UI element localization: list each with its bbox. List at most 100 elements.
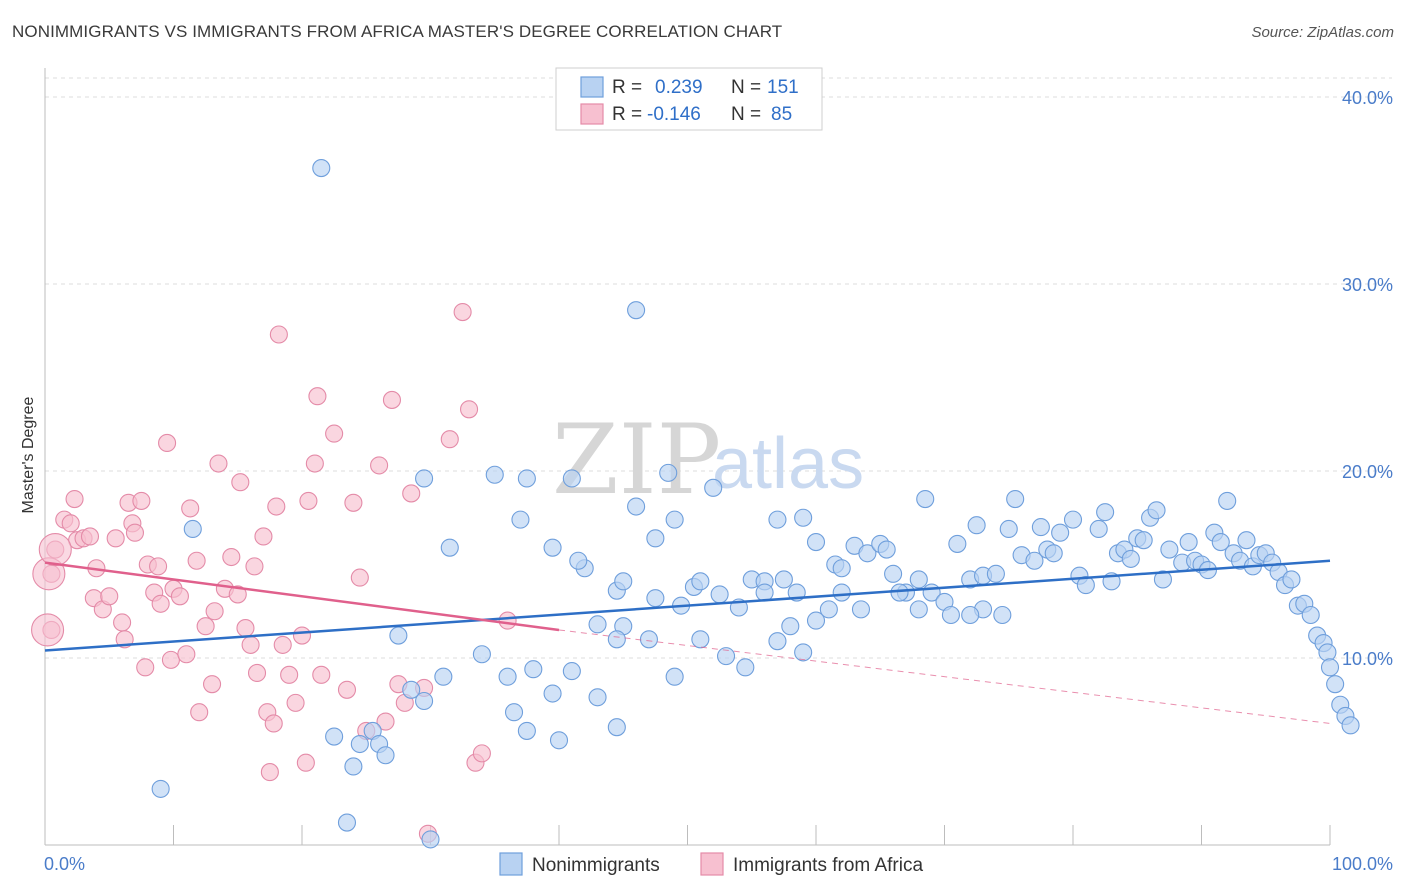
data-point: [562, 662, 581, 681]
data-point: [325, 727, 344, 746]
data-point: [312, 665, 331, 684]
data-point: [305, 454, 324, 473]
data-point: [80, 527, 100, 546]
data-point-large: [31, 613, 65, 647]
data-point: [736, 658, 755, 677]
data-point: [472, 645, 491, 664]
data-point: [1211, 533, 1230, 552]
data-point: [1320, 658, 1340, 677]
data-point: [524, 660, 543, 679]
data-point: [716, 647, 736, 666]
data-point: [264, 714, 283, 733]
data-point: [149, 557, 168, 576]
data-point: [549, 731, 569, 750]
y-tick-label: 30.0%: [1342, 275, 1393, 295]
data-point: [1044, 544, 1063, 563]
data-point: [806, 533, 826, 552]
trend-line-pink: [44, 561, 560, 632]
page-title: NONIMMIGRANTS VS IMMIGRANTS FROM AFRICA …: [12, 22, 783, 41]
data-point: [344, 493, 363, 512]
data-point: [646, 529, 665, 548]
data-point: [1341, 716, 1360, 735]
data-point: [498, 667, 517, 686]
axes: [44, 68, 1331, 846]
data-point: [569, 551, 588, 570]
y-axis-label: Master's Degree: [20, 396, 37, 513]
data-point: [190, 703, 209, 722]
data-point: [511, 510, 530, 529]
data-point: [231, 473, 250, 492]
data-point: [909, 570, 928, 589]
legend-swatch-immigrants-from-africa: [700, 852, 724, 876]
data-point: [325, 424, 344, 443]
data-point: [344, 757, 363, 776]
data-point: [65, 489, 84, 509]
data-point: [485, 465, 504, 484]
data-point: [440, 430, 459, 449]
data-point: [260, 763, 279, 782]
trend-line-extension-pink: [558, 629, 1331, 724]
data-point: [267, 497, 286, 516]
data-point: [1301, 605, 1320, 625]
x-tick-label: 0.0%: [44, 854, 85, 874]
data-point: [125, 523, 144, 542]
data-point: [819, 600, 838, 619]
data-point: [916, 489, 935, 509]
data-point: [659, 463, 678, 482]
data-point: [794, 508, 813, 527]
data-point: [269, 325, 288, 344]
data-point: [1006, 489, 1025, 509]
data-point: [1031, 518, 1050, 537]
data-point: [1326, 675, 1345, 694]
data-point: [254, 527, 273, 546]
data-point: [890, 583, 909, 602]
legend-r-label-blue: R =: [612, 77, 642, 98]
data-point: [941, 605, 960, 625]
data-point: [832, 583, 851, 602]
data-point: [453, 302, 472, 322]
data-point: [1025, 551, 1044, 570]
legend-swatch-blue: [580, 76, 604, 98]
legend-r-value-pink: -0.146: [647, 104, 701, 125]
data-point: [1179, 533, 1198, 552]
data-point: [504, 703, 524, 722]
data-point: [440, 538, 459, 557]
data-point: [187, 551, 206, 570]
data-point: [607, 630, 626, 649]
data-point: [1147, 501, 1166, 520]
data-point: [241, 635, 260, 654]
data-point: [1051, 523, 1070, 542]
data-point: [967, 516, 986, 535]
data-point: [1134, 531, 1153, 550]
data-point: [222, 547, 241, 567]
data-point: [415, 691, 434, 711]
legend-n-value-blue: 151: [767, 77, 799, 98]
data-point: [350, 734, 369, 754]
data-point: [181, 499, 200, 518]
correlation-legend: R = 0.239 N = 151 R = -0.146 N = 85: [555, 67, 823, 131]
data-point: [209, 454, 228, 473]
data-point: [402, 484, 421, 503]
data-point: [376, 712, 395, 731]
data-point: [588, 688, 607, 707]
legend-label-nonimmigrants: Nonimmigrants: [532, 855, 660, 876]
data-point: [768, 510, 787, 529]
data-point: [158, 433, 177, 453]
y-tick-labels: 10.0% 20.0% 30.0% 40.0%: [1342, 88, 1393, 669]
data-point: [421, 830, 440, 849]
legend-label-immigrants-from-africa: Immigrants from Africa: [733, 855, 923, 876]
data-point: [851, 600, 871, 619]
data-point: [646, 589, 665, 608]
data-point: [562, 469, 581, 488]
data-point: [183, 519, 202, 539]
data-point: [337, 680, 357, 699]
series-legend: Nonimmigrants Immigrants from Africa: [499, 852, 923, 876]
data-point: [639, 630, 659, 649]
trend-line-blue: [44, 559, 1331, 652]
data-point: [498, 611, 517, 630]
data-point: [280, 665, 299, 684]
data-point: [113, 613, 132, 632]
data-point: [205, 602, 224, 621]
data-point: [794, 643, 813, 662]
